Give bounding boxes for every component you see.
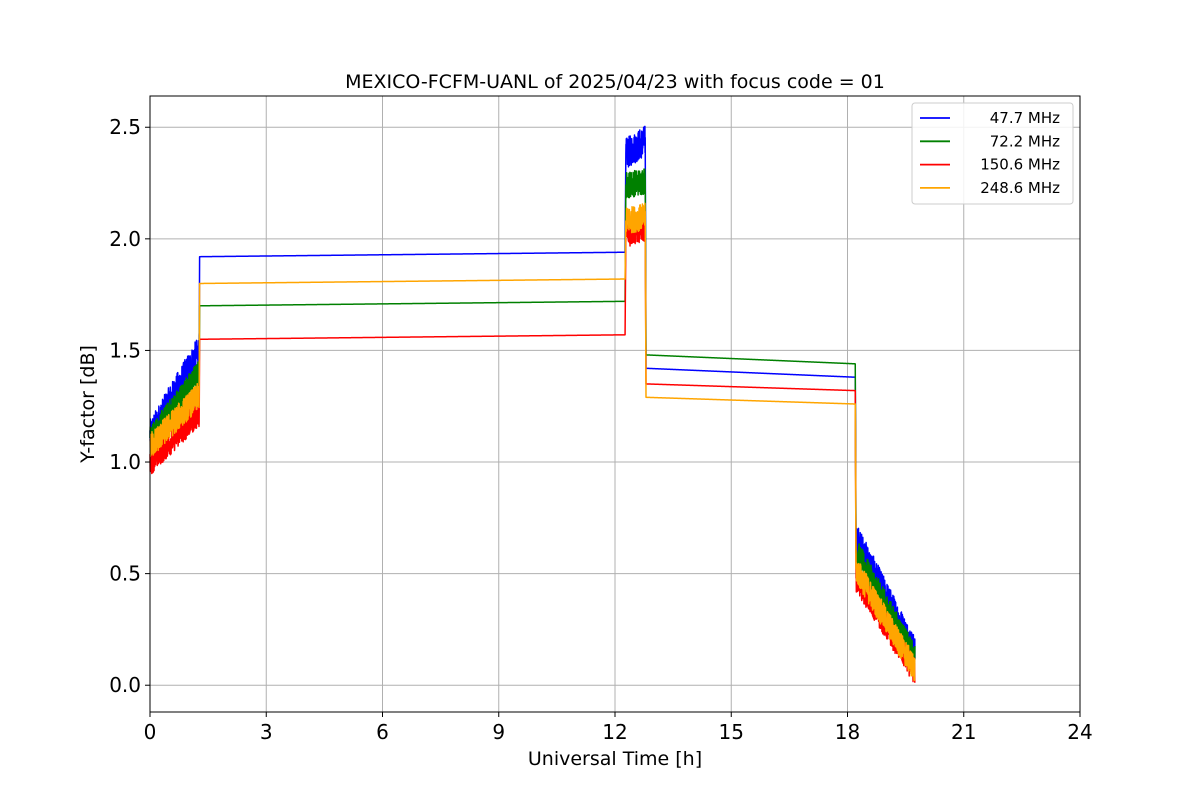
x-tick-label: 9 bbox=[492, 720, 505, 744]
y-axis-label: Y-factor [dB] bbox=[77, 345, 99, 464]
legend-label: 150.6 MHz bbox=[980, 156, 1060, 174]
x-axis-ticks: 0 3 6 9 12 15 18 21 24 bbox=[144, 712, 1093, 744]
y-tick-label: 1.5 bbox=[109, 338, 141, 362]
series-line bbox=[149, 202, 916, 682]
x-axis-label: Universal Time [h] bbox=[528, 748, 702, 770]
y-tick-label: 2.0 bbox=[109, 227, 141, 251]
x-tick-label: 0 bbox=[144, 720, 157, 744]
legend-box bbox=[911, 102, 1074, 205]
x-tick-label: 3 bbox=[260, 720, 273, 744]
legend-label: 72.2 MHz bbox=[990, 132, 1060, 150]
y-tick-label: 1.0 bbox=[109, 450, 141, 474]
x-tick-label: 6 bbox=[376, 720, 389, 744]
series-line bbox=[149, 125, 916, 666]
y-tick-label: 0.0 bbox=[109, 673, 141, 697]
legend: 47.7 MHz 72.2 MHz 150.6 MHz 248.6 MHz bbox=[911, 102, 1074, 205]
y-axis-ticks: 0.0 0.5 1.0 1.5 2.0 2.5 bbox=[109, 115, 150, 697]
series-line bbox=[149, 168, 916, 671]
x-tick-label: 24 bbox=[1067, 720, 1092, 744]
x-tick-label: 21 bbox=[951, 720, 976, 744]
x-tick-label: 12 bbox=[602, 720, 627, 744]
legend-label: 248.6 MHz bbox=[980, 179, 1060, 197]
series-lines bbox=[149, 125, 916, 683]
series-line bbox=[149, 214, 916, 683]
chart-title: MEXICO-FCFM-UANL of 2025/04/23 with focu… bbox=[345, 71, 885, 93]
y-tick-label: 2.5 bbox=[109, 115, 141, 139]
y-tick-label: 0.5 bbox=[109, 562, 141, 586]
legend-label: 47.7 MHz bbox=[990, 109, 1060, 127]
x-tick-label: 18 bbox=[835, 720, 860, 744]
x-tick-label: 15 bbox=[719, 720, 744, 744]
